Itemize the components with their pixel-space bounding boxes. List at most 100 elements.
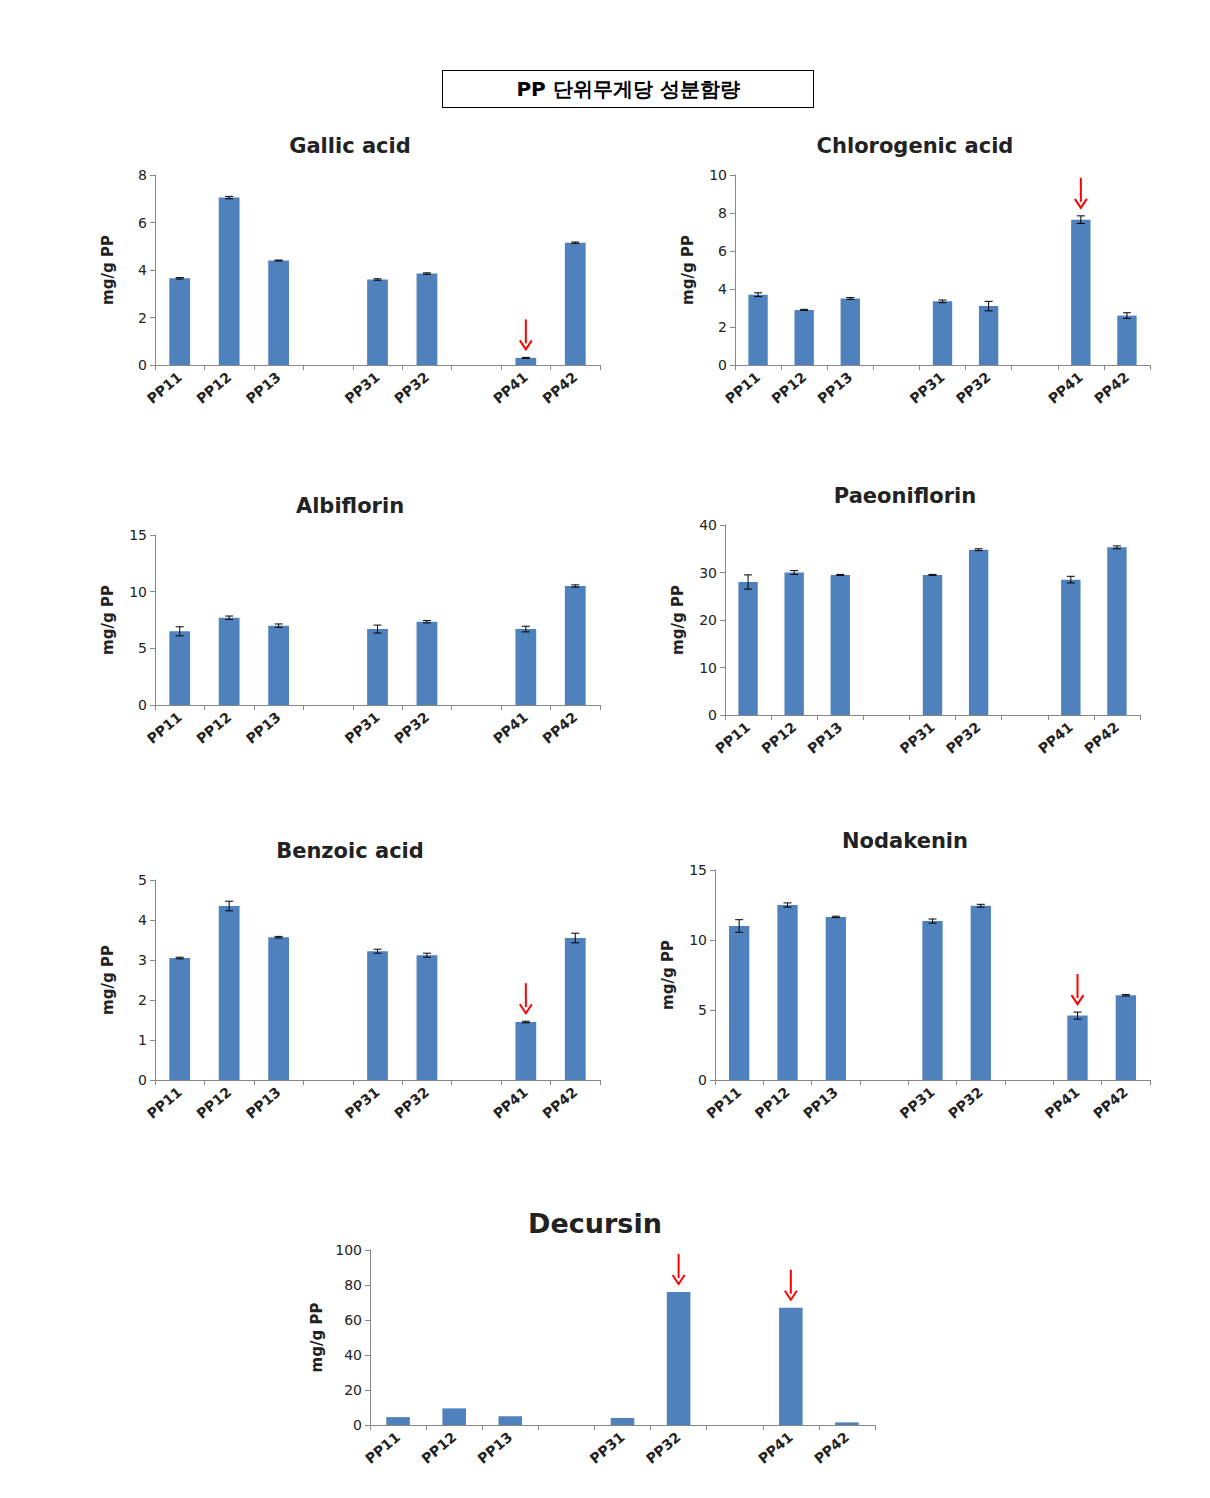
svg-text:40: 40 <box>699 517 717 533</box>
svg-text:10: 10 <box>709 167 727 183</box>
svg-text:PP31: PP31 <box>342 1084 383 1122</box>
svg-text:PP13: PP13 <box>474 1429 515 1467</box>
svg-text:PP42: PP42 <box>539 1084 580 1122</box>
svg-text:PP42: PP42 <box>1090 1084 1131 1122</box>
svg-text:PP13: PP13 <box>243 1084 284 1122</box>
svg-text:mg/g PP: mg/g PP <box>99 585 117 655</box>
svg-text:10: 10 <box>699 660 717 676</box>
svg-text:5: 5 <box>138 640 147 656</box>
svg-text:PP41: PP41 <box>490 1084 531 1122</box>
svg-text:mg/g PP: mg/g PP <box>679 235 697 305</box>
svg-text:PP42: PP42 <box>539 369 580 407</box>
svg-text:PP12: PP12 <box>758 719 799 757</box>
svg-text:4: 4 <box>138 262 147 278</box>
svg-text:PP32: PP32 <box>943 719 984 757</box>
svg-text:Decursin: Decursin <box>528 1208 662 1239</box>
svg-text:PP32: PP32 <box>391 1084 432 1122</box>
svg-text:PP13: PP13 <box>800 1084 841 1122</box>
svg-text:PP12: PP12 <box>193 709 234 747</box>
svg-text:PP31: PP31 <box>342 369 383 407</box>
svg-text:PP11: PP11 <box>144 709 185 747</box>
svg-text:10: 10 <box>689 932 707 948</box>
svg-text:PP41: PP41 <box>1035 719 1076 757</box>
svg-text:0: 0 <box>353 1417 362 1433</box>
svg-text:0: 0 <box>138 697 147 713</box>
svg-text:PP41: PP41 <box>490 709 531 747</box>
svg-text:mg/g PP: mg/g PP <box>308 1303 326 1373</box>
svg-text:2: 2 <box>138 992 147 1008</box>
svg-text:PP12: PP12 <box>768 369 809 407</box>
svg-text:1: 1 <box>138 1032 147 1048</box>
svg-text:15: 15 <box>689 862 707 878</box>
svg-text:PP32: PP32 <box>945 1084 986 1122</box>
svg-text:PP41: PP41 <box>490 369 531 407</box>
svg-text:PP13: PP13 <box>243 369 284 407</box>
svg-text:40: 40 <box>344 1347 362 1363</box>
svg-text:PP31: PP31 <box>897 719 938 757</box>
svg-text:60: 60 <box>344 1312 362 1328</box>
svg-text:PP31: PP31 <box>587 1429 628 1467</box>
svg-text:Albiflorin: Albiflorin <box>296 494 404 518</box>
svg-text:PP42: PP42 <box>1091 369 1132 407</box>
svg-text:PP11: PP11 <box>362 1429 403 1467</box>
svg-text:20: 20 <box>344 1382 362 1398</box>
svg-text:15: 15 <box>129 527 147 543</box>
svg-text:0: 0 <box>138 1072 147 1088</box>
svg-text:5: 5 <box>138 872 147 888</box>
svg-text:0: 0 <box>718 357 727 373</box>
svg-text:PP31: PP31 <box>907 369 948 407</box>
svg-text:Gallic acid: Gallic acid <box>289 134 411 158</box>
svg-text:PP12: PP12 <box>752 1084 793 1122</box>
svg-text:0: 0 <box>698 1072 707 1088</box>
svg-text:PP32: PP32 <box>391 369 432 407</box>
svg-text:PP11: PP11 <box>712 719 753 757</box>
svg-text:PP31: PP31 <box>342 709 383 747</box>
svg-text:PP42: PP42 <box>811 1429 852 1467</box>
svg-text:PP11: PP11 <box>722 369 763 407</box>
svg-text:PP32: PP32 <box>391 709 432 747</box>
svg-text:6: 6 <box>138 215 147 231</box>
svg-text:4: 4 <box>138 912 147 928</box>
svg-text:2: 2 <box>138 310 147 326</box>
svg-text:PP32: PP32 <box>953 369 994 407</box>
svg-text:8: 8 <box>138 167 147 183</box>
svg-text:3: 3 <box>138 952 147 968</box>
svg-text:80: 80 <box>344 1277 362 1293</box>
svg-text:PP11: PP11 <box>144 369 185 407</box>
svg-text:30: 30 <box>699 565 717 581</box>
svg-text:mg/g PP: mg/g PP <box>669 585 687 655</box>
svg-text:PP41: PP41 <box>755 1429 796 1467</box>
svg-text:PP11: PP11 <box>144 1084 185 1122</box>
svg-text:Benzoic acid: Benzoic acid <box>276 839 424 863</box>
svg-text:100: 100 <box>335 1242 362 1258</box>
svg-text:10: 10 <box>129 584 147 600</box>
svg-text:PP11: PP11 <box>703 1084 744 1122</box>
svg-text:2: 2 <box>718 319 727 335</box>
svg-text:PP41: PP41 <box>1045 369 1086 407</box>
svg-text:mg/g PP: mg/g PP <box>99 945 117 1015</box>
svg-text:PP32: PP32 <box>643 1429 684 1467</box>
svg-text:PP12: PP12 <box>418 1429 459 1467</box>
svg-text:PP12: PP12 <box>193 369 234 407</box>
svg-text:PP42: PP42 <box>539 709 580 747</box>
svg-text:PP13: PP13 <box>804 719 845 757</box>
svg-text:5: 5 <box>698 1002 707 1018</box>
svg-text:0: 0 <box>708 707 717 723</box>
svg-text:6: 6 <box>718 243 727 259</box>
svg-text:PP31: PP31 <box>897 1084 938 1122</box>
svg-text:PP41: PP41 <box>1042 1084 1083 1122</box>
svg-text:0: 0 <box>138 357 147 373</box>
svg-text:PP13: PP13 <box>814 369 855 407</box>
svg-text:mg/g PP: mg/g PP <box>659 940 677 1010</box>
svg-text:Paeoniflorin: Paeoniflorin <box>834 484 976 508</box>
svg-text:PP12: PP12 <box>193 1084 234 1122</box>
svg-text:4: 4 <box>718 281 727 297</box>
svg-text:mg/g PP: mg/g PP <box>99 235 117 305</box>
svg-text:20: 20 <box>699 612 717 628</box>
svg-text:Nodakenin: Nodakenin <box>842 829 968 853</box>
svg-text:PP42: PP42 <box>1081 719 1122 757</box>
svg-text:Chlorogenic acid: Chlorogenic acid <box>817 134 1014 158</box>
svg-text:PP13: PP13 <box>243 709 284 747</box>
html-text:PP 단위무게당 성분함량: PP 단위무게당 성분함량 <box>516 77 740 101</box>
svg-text:8: 8 <box>718 205 727 221</box>
